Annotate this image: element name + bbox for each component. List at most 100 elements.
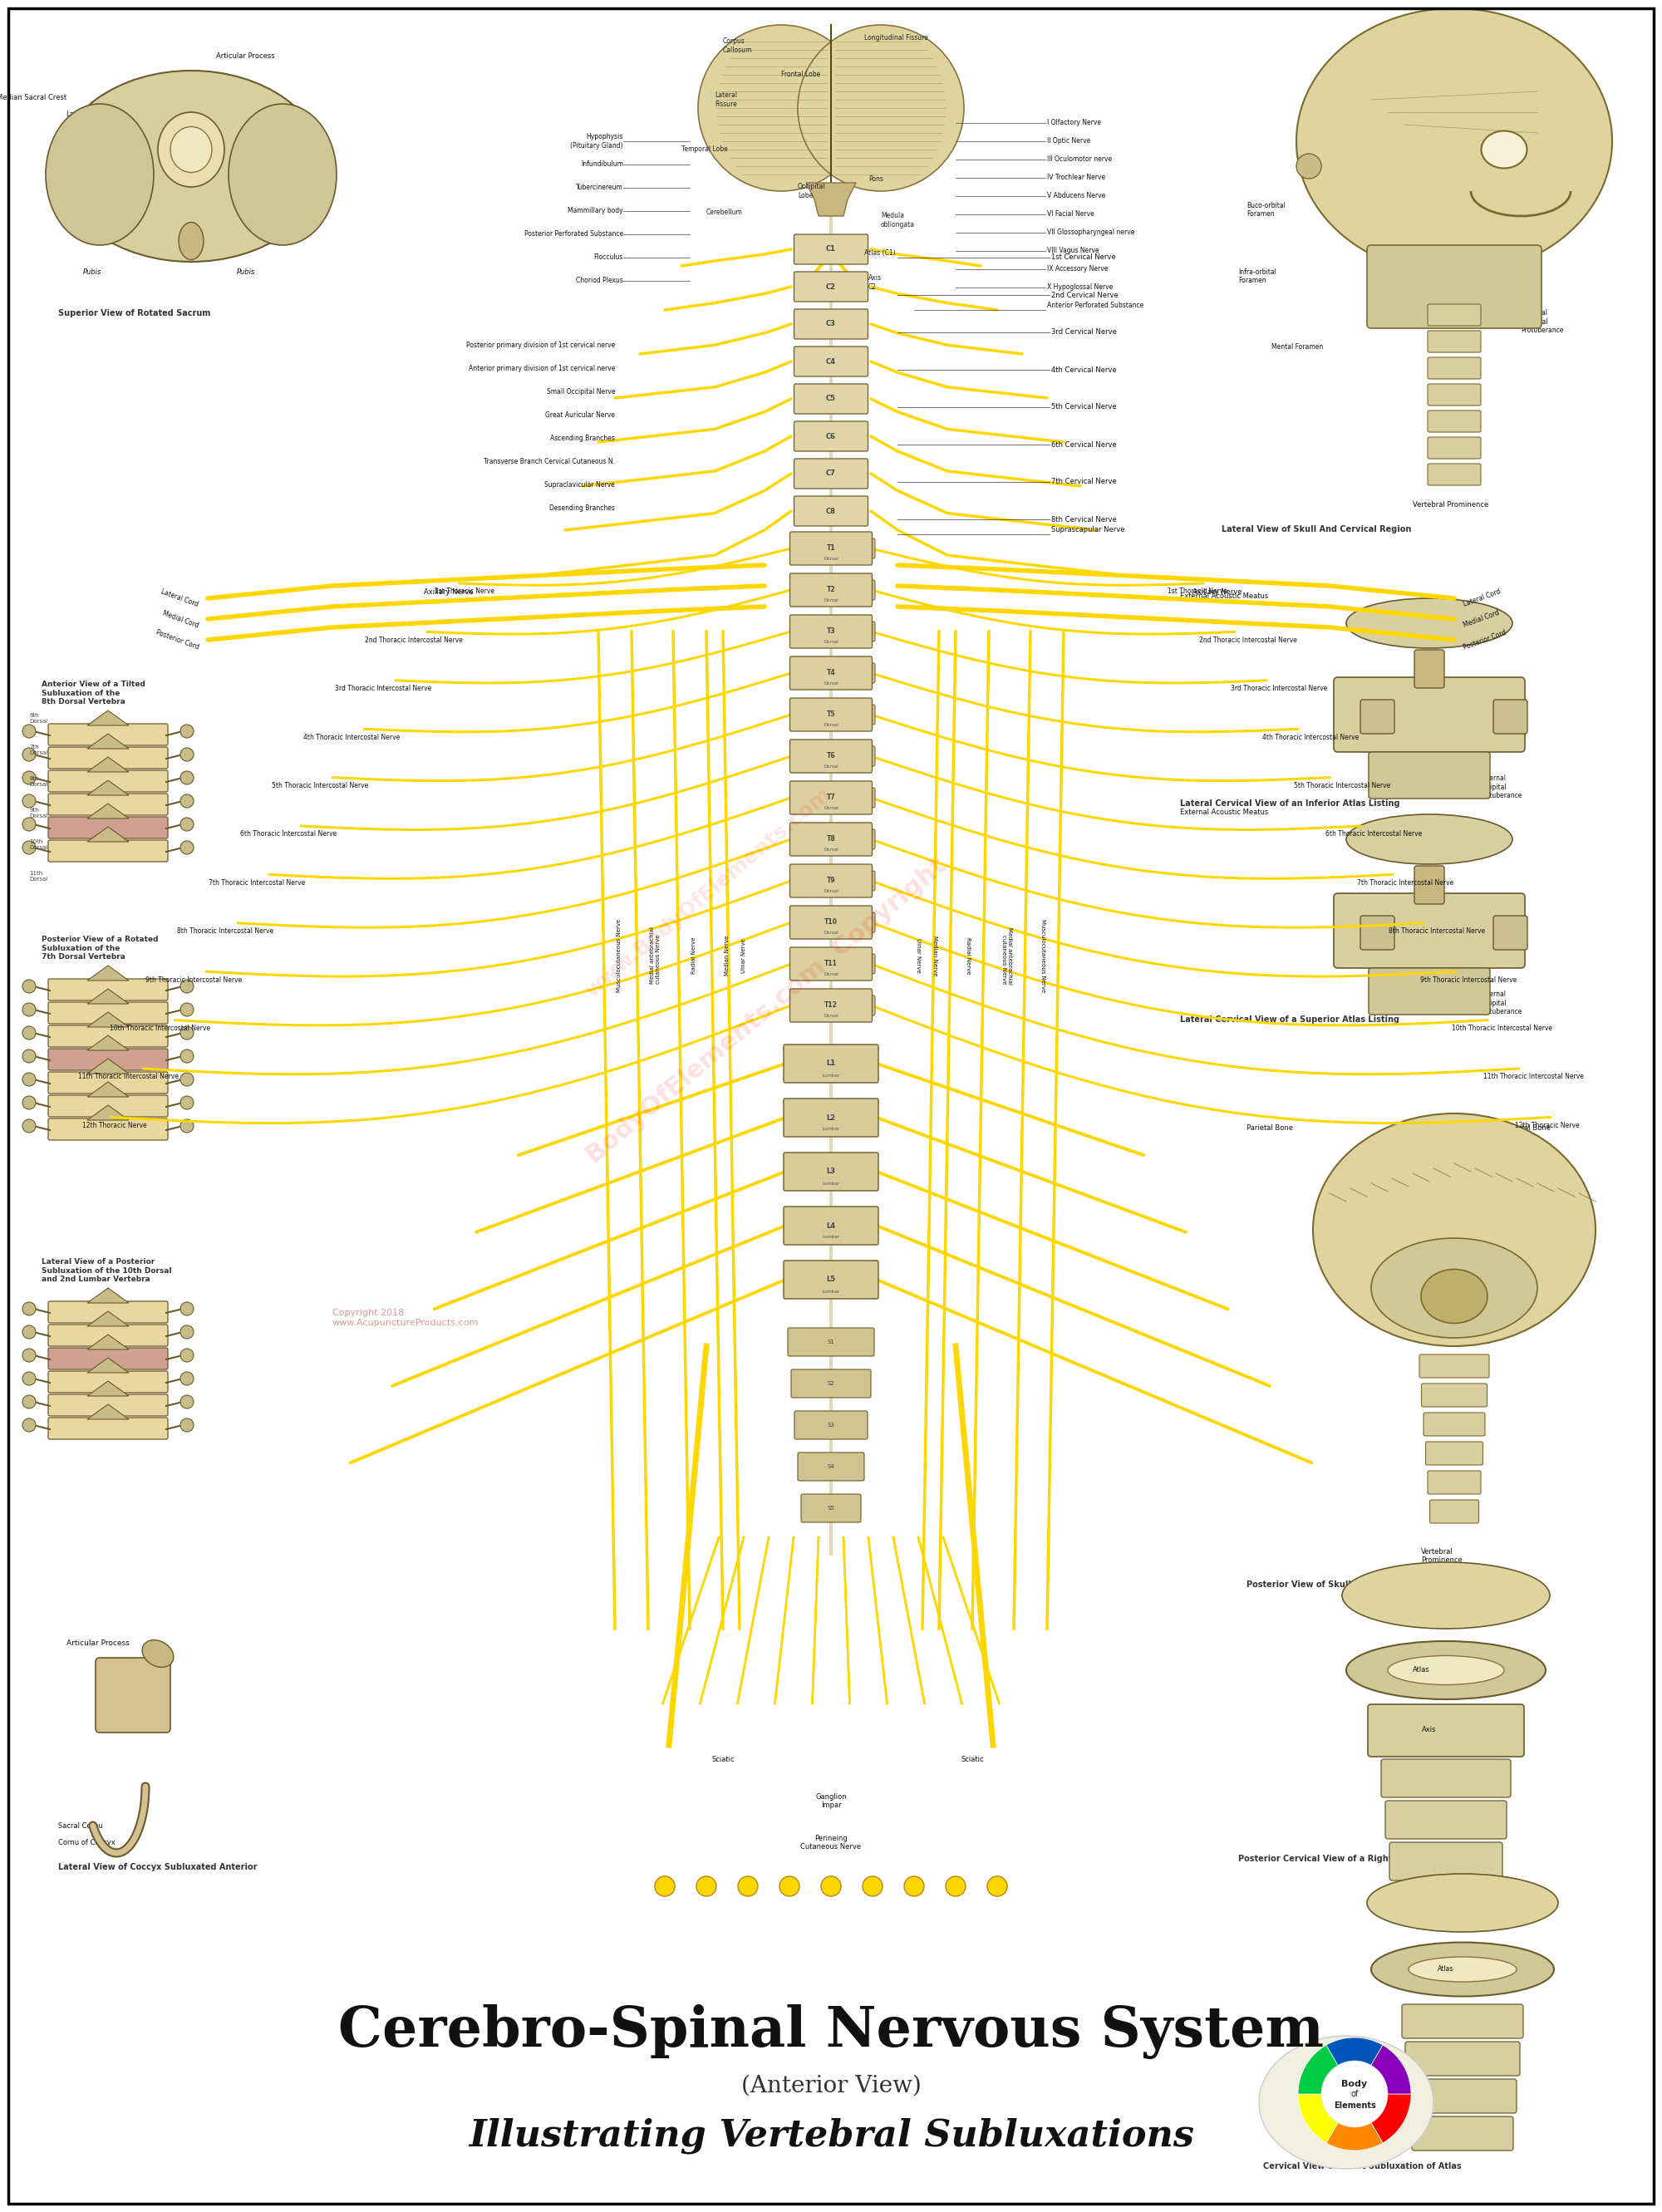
Circle shape xyxy=(23,1048,37,1062)
FancyBboxPatch shape xyxy=(789,657,873,690)
Circle shape xyxy=(179,841,193,854)
Text: Lateral View of a Posterior
Subluxation of the 10th Dorsal
and 2nd Lumbar Verteb: Lateral View of a Posterior Subluxation … xyxy=(42,1259,171,1283)
Text: C1: C1 xyxy=(826,246,836,252)
Circle shape xyxy=(179,1119,193,1133)
Text: T12: T12 xyxy=(824,1002,838,1009)
FancyBboxPatch shape xyxy=(1413,2117,1512,2150)
Text: VI Facial Nerve: VI Facial Nerve xyxy=(1047,210,1094,219)
FancyBboxPatch shape xyxy=(1386,1801,1506,1838)
Text: 7th Thoracic Intercostal Nerve: 7th Thoracic Intercostal Nerve xyxy=(208,878,306,887)
Circle shape xyxy=(23,1396,37,1409)
Polygon shape xyxy=(86,827,130,843)
FancyBboxPatch shape xyxy=(794,1411,868,1440)
Text: Temporal Bone: Temporal Bone xyxy=(1546,102,1592,111)
Circle shape xyxy=(179,1026,193,1040)
Ellipse shape xyxy=(1409,1958,1516,1982)
FancyBboxPatch shape xyxy=(1428,465,1481,484)
FancyBboxPatch shape xyxy=(791,1369,871,1398)
Circle shape xyxy=(179,1418,193,1431)
Text: External
Occipital
Protuberance: External Occipital Protuberance xyxy=(1479,774,1522,799)
Text: 5th Thoracic Intercostal Nerve: 5th Thoracic Intercostal Nerve xyxy=(271,783,369,790)
Ellipse shape xyxy=(798,24,964,190)
Circle shape xyxy=(23,726,37,739)
Text: Longitudinal Fissure: Longitudinal Fissure xyxy=(864,33,927,42)
FancyBboxPatch shape xyxy=(1406,2042,1519,2075)
FancyBboxPatch shape xyxy=(48,980,168,1000)
Text: T6: T6 xyxy=(826,752,836,761)
FancyBboxPatch shape xyxy=(801,706,821,726)
Text: Dorsal: Dorsal xyxy=(824,557,838,560)
Text: Occipital: Occipital xyxy=(1399,1577,1426,1584)
Text: Lateral View of Coccyx Subluxated Anterior: Lateral View of Coccyx Subluxated Anteri… xyxy=(58,1863,258,1871)
Ellipse shape xyxy=(1260,2035,1433,2168)
Circle shape xyxy=(23,980,37,993)
Polygon shape xyxy=(86,1405,130,1420)
Text: Occipital: Occipital xyxy=(1424,1891,1451,1896)
Circle shape xyxy=(946,1876,966,1896)
Text: 11th
Dorsal: 11th Dorsal xyxy=(30,872,48,883)
Text: 2nd Thoracic Intercostal Nerve: 2nd Thoracic Intercostal Nerve xyxy=(366,637,462,644)
Text: 11th Thoracic Intercostal Nerve: 11th Thoracic Intercostal Nerve xyxy=(78,1073,179,1082)
Text: Lumbar: Lumbar xyxy=(823,1128,839,1130)
FancyBboxPatch shape xyxy=(48,1418,168,1440)
FancyBboxPatch shape xyxy=(48,723,168,745)
Text: T7: T7 xyxy=(826,794,836,801)
Text: Buco-orbital
Foramen: Buco-orbital Foramen xyxy=(1246,201,1285,217)
Circle shape xyxy=(738,1876,758,1896)
Text: 1st Thoracic Nerve: 1st Thoracic Nerve xyxy=(435,588,495,595)
Text: VIII Vagus Nerve: VIII Vagus Nerve xyxy=(1047,248,1099,254)
Text: Mental Foramen: Mental Foramen xyxy=(1271,343,1323,352)
FancyBboxPatch shape xyxy=(784,1099,878,1137)
Circle shape xyxy=(23,772,37,785)
Wedge shape xyxy=(1326,2095,1383,2150)
Circle shape xyxy=(23,1325,37,1338)
FancyBboxPatch shape xyxy=(789,573,873,606)
FancyBboxPatch shape xyxy=(1428,303,1481,325)
Text: Ascending Branches: Ascending Branches xyxy=(550,434,615,442)
Text: Vertebral Prominence: Vertebral Prominence xyxy=(1413,502,1489,509)
Text: Medial antebrachial
cutaneous Nerve: Medial antebrachial cutaneous Nerve xyxy=(1001,927,1012,984)
FancyBboxPatch shape xyxy=(794,272,868,301)
FancyBboxPatch shape xyxy=(801,872,821,891)
FancyBboxPatch shape xyxy=(784,1044,878,1082)
Polygon shape xyxy=(86,781,130,796)
FancyBboxPatch shape xyxy=(48,1119,168,1139)
Text: Desending Branches: Desending Branches xyxy=(550,504,615,511)
FancyBboxPatch shape xyxy=(48,1026,168,1046)
FancyBboxPatch shape xyxy=(1368,1703,1524,1756)
Polygon shape xyxy=(86,1380,130,1396)
Text: Ilium: Ilium xyxy=(50,168,70,177)
FancyBboxPatch shape xyxy=(858,538,874,557)
Text: Anterior primary division of 1st cervical nerve: Anterior primary division of 1st cervica… xyxy=(469,365,615,372)
Circle shape xyxy=(23,841,37,854)
Text: Infra-orbital
Foramen: Infra-orbital Foramen xyxy=(1238,268,1276,283)
Text: 8th Cervical Nerve: 8th Cervical Nerve xyxy=(1052,515,1117,522)
Text: Lateral Cord: Lateral Cord xyxy=(1463,588,1502,608)
Text: Lumbar: Lumbar xyxy=(823,1181,839,1186)
Text: Supraclavicular Nerve: Supraclavicular Nerve xyxy=(545,480,615,489)
FancyBboxPatch shape xyxy=(48,1301,168,1323)
Polygon shape xyxy=(86,1013,130,1026)
Text: Occipital
Lobe: Occipital Lobe xyxy=(798,184,826,199)
FancyBboxPatch shape xyxy=(1428,411,1481,431)
Text: 4th Thoracic Intercostal Nerve: 4th Thoracic Intercostal Nerve xyxy=(1263,734,1360,741)
Circle shape xyxy=(179,1396,193,1409)
Text: Cerebellum: Cerebellum xyxy=(706,208,743,215)
Text: Dorsal: Dorsal xyxy=(824,1013,838,1018)
Ellipse shape xyxy=(1343,1562,1549,1628)
Text: Dorsal: Dorsal xyxy=(824,971,838,975)
Text: Parietal Bone: Parietal Bone xyxy=(1246,1124,1293,1133)
FancyBboxPatch shape xyxy=(858,911,874,931)
Text: 6th
Dorsal: 6th Dorsal xyxy=(30,712,48,723)
Ellipse shape xyxy=(1371,1239,1537,1338)
Circle shape xyxy=(179,1073,193,1086)
FancyBboxPatch shape xyxy=(858,995,874,1015)
Text: Musculocutaneous Nerve: Musculocutaneous Nerve xyxy=(1040,918,1045,993)
FancyBboxPatch shape xyxy=(1366,246,1542,327)
Text: Axis
C2: Axis C2 xyxy=(868,274,881,290)
Text: External
Occipital
Protuberance: External Occipital Protuberance xyxy=(1479,991,1522,1015)
Ellipse shape xyxy=(143,1639,173,1668)
Text: 1st Cervical Nerve: 1st Cervical Nerve xyxy=(1052,254,1115,261)
Text: Lateral Cervical View of an Inferior Atlas Listing: Lateral Cervical View of an Inferior Atl… xyxy=(1180,799,1399,807)
Text: S5: S5 xyxy=(828,1506,834,1511)
